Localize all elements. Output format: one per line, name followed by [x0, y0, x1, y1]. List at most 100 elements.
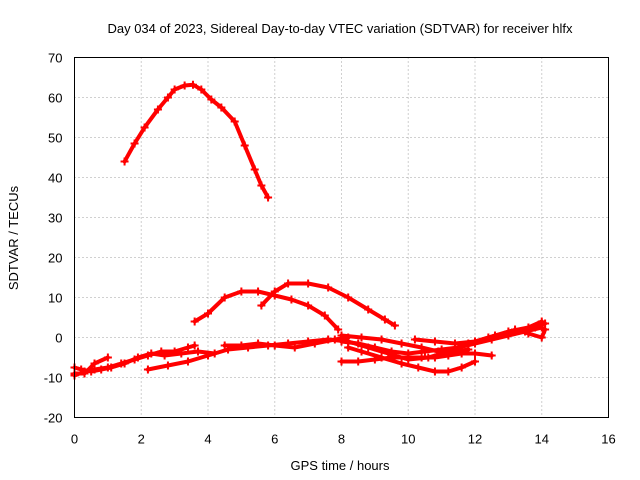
grid	[74, 57, 609, 418]
x-tick-label: 14	[535, 432, 549, 447]
data-point	[207, 95, 216, 104]
data-point	[417, 343, 426, 352]
data-point	[188, 80, 197, 89]
data-point	[197, 85, 206, 94]
y-tick-label: 40	[48, 171, 62, 186]
data-point	[397, 339, 406, 348]
data-point	[284, 279, 293, 288]
data-point	[90, 359, 99, 368]
data-point	[390, 321, 399, 330]
series-markers-arc-high	[120, 80, 273, 202]
chart-title: Day 034 of 2023, Sidereal Day-to-day VTE…	[107, 21, 573, 36]
data-point	[180, 81, 189, 90]
series-markers-arc-low-2	[70, 347, 219, 376]
data-point	[450, 339, 459, 348]
data-point	[103, 353, 112, 362]
series-markers-arc-low-10	[410, 319, 550, 348]
data-point	[304, 301, 313, 310]
data-point	[190, 341, 199, 350]
data-point	[107, 363, 116, 372]
data-point	[337, 331, 346, 340]
data-point	[444, 367, 453, 376]
data-point	[471, 357, 479, 366]
data-point	[147, 349, 156, 358]
series-line-arc-low-11	[513, 327, 548, 340]
data-point	[430, 353, 439, 362]
y-tick-label: -20	[44, 411, 63, 426]
data-point	[357, 333, 366, 342]
data-point	[220, 293, 229, 302]
data-point	[457, 363, 466, 372]
data-point	[304, 279, 313, 288]
data-point	[524, 329, 533, 338]
series-markers-arc-low-11	[511, 325, 550, 342]
data-point	[153, 105, 162, 114]
y-tick-label: 20	[48, 251, 62, 266]
data-point	[531, 323, 540, 332]
data-point	[80, 369, 89, 378]
x-tick-label: 10	[401, 432, 415, 447]
data-point	[257, 301, 266, 310]
data-point	[217, 103, 226, 112]
data-point	[237, 287, 246, 296]
series-group	[70, 80, 550, 380]
data-point	[471, 337, 479, 346]
data-point	[324, 283, 333, 292]
data-point	[310, 339, 319, 348]
data-point	[133, 353, 142, 362]
x-tick-label: 12	[468, 432, 482, 447]
data-point	[177, 349, 186, 358]
data-point	[511, 325, 520, 334]
y-axis-label: SDTVAR / TECUs	[6, 185, 21, 290]
data-point	[354, 357, 363, 366]
series-line-arc-low-3	[72, 355, 110, 376]
data-point	[410, 335, 419, 344]
x-tick-label: 2	[138, 432, 145, 447]
data-point	[257, 181, 266, 190]
data-point	[430, 337, 439, 346]
data-point	[334, 325, 343, 334]
plot-frame	[74, 57, 609, 418]
data-point	[377, 353, 386, 362]
data-point	[471, 349, 479, 358]
data-point	[130, 139, 139, 148]
series-markers-arc-low-7	[337, 349, 496, 366]
data-point	[464, 345, 473, 354]
data-point	[220, 341, 229, 350]
data-point	[183, 343, 192, 352]
y-tick-labels: -20 -10 0 10 20 30 40 50 60 70	[44, 51, 63, 426]
data-point	[380, 315, 389, 324]
data-point	[491, 331, 500, 340]
data-point	[160, 351, 169, 360]
data-point	[290, 343, 299, 352]
series-line-arc-mid-a	[192, 289, 341, 332]
series-markers-arc-low-8	[344, 343, 479, 376]
y-tick-label: 10	[48, 291, 62, 306]
data-point	[193, 347, 202, 356]
series-markers-arc-low-9	[337, 331, 473, 356]
data-point	[120, 157, 129, 166]
x-axis-label: GPS time / hours	[291, 458, 390, 473]
data-point	[337, 357, 346, 366]
data-point	[364, 305, 373, 314]
series-line-arc-high	[122, 82, 271, 200]
y-tick-label: 50	[48, 131, 62, 146]
data-point	[417, 353, 426, 362]
data-point	[287, 295, 296, 304]
data-point	[320, 311, 329, 320]
x-tick-label: 0	[71, 432, 78, 447]
data-point	[430, 367, 439, 376]
data-point	[204, 351, 212, 360]
data-point	[254, 287, 263, 296]
x-tick-label: 4	[204, 432, 211, 447]
series-markers-arc-mid-a	[190, 287, 343, 334]
data-point	[270, 341, 279, 350]
data-point	[354, 339, 363, 348]
data-point	[270, 287, 279, 296]
y-tick-label: -10	[44, 371, 63, 386]
data-point	[357, 347, 366, 356]
data-point	[240, 141, 249, 150]
data-point	[250, 165, 259, 174]
data-point	[120, 359, 129, 368]
data-point	[414, 363, 423, 372]
